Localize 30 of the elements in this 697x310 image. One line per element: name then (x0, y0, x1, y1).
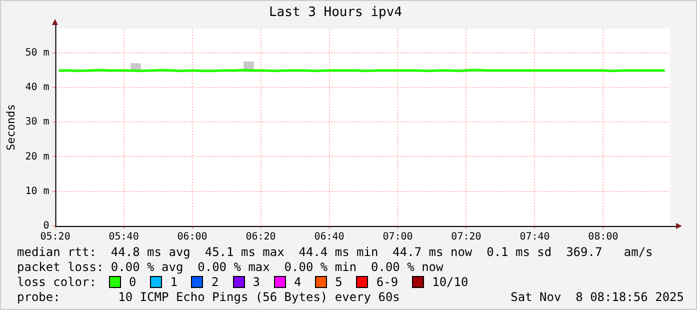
y-tick-label: 0 (43, 220, 50, 232)
x-tick-label: 08:00 (588, 232, 618, 243)
x-tick-label: 07:00 (382, 232, 413, 243)
x-tick-label: 06:00 (177, 232, 208, 243)
text: median rtt: 44.8 ms avg 45.1 ms max 44.4 ms min 44.7 ms now 0.1 ms sd 369.7 am/s (17, 245, 653, 259)
chart-title: Last 3 Hours ipv4 (268, 5, 402, 20)
text: loss color: (17, 275, 96, 289)
text: 10/10 (432, 275, 468, 289)
x-tick-label: 05:20 (40, 232, 70, 243)
y-tick-label: 30 m (25, 116, 50, 128)
text: 0 (129, 275, 136, 289)
text: 3 (252, 275, 260, 289)
y-tick-label: 50 m (25, 47, 50, 58)
x-tick-label: 05:40 (108, 232, 139, 243)
y-tick-label: 10 m (25, 186, 50, 197)
x-tick-label: 06:40 (314, 232, 344, 243)
y-tick-label: 20 m (25, 151, 50, 162)
text: Sat Nov 8 08:18:56 2025 (510, 290, 684, 304)
x-tick-label: 07:40 (520, 232, 550, 243)
x-tick-label: 06:20 (246, 232, 276, 243)
text: 5 (335, 275, 342, 289)
text: 4 (294, 275, 302, 289)
y-axis-title: Seconds (4, 104, 18, 150)
text: probe: 10 ICMP Echo Pings (56 Bytes) every 60s (17, 290, 400, 304)
text: 6-9 (376, 275, 398, 289)
y-tick-label: 40 m (25, 82, 50, 94)
text: packet loss: 0.00 % avg 0.00 % max 0.00 % min 0.00 % now (17, 260, 444, 274)
x-tick-label: 07:20 (451, 232, 482, 243)
text: 1 (170, 275, 178, 289)
text: 2 (211, 275, 219, 289)
